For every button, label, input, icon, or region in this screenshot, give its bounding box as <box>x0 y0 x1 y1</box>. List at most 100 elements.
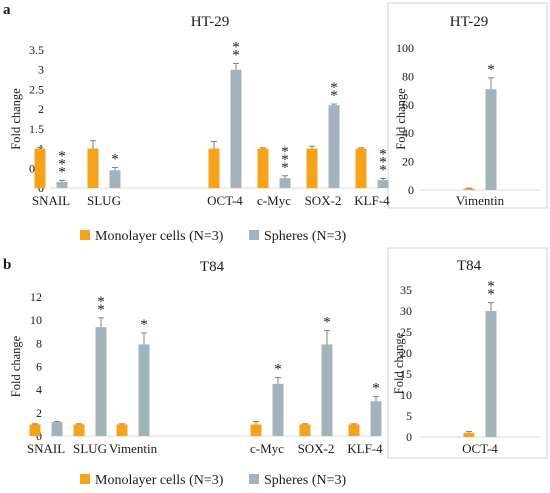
x-category-label: Vimentin <box>456 193 505 208</box>
significance-marker: *** <box>281 144 289 176</box>
bar-spheres <box>377 180 389 188</box>
x-category-label: SNAIL <box>27 441 65 456</box>
y-tick-label: 10 <box>400 388 412 402</box>
x-category-label: SNAIL <box>32 193 70 208</box>
bar-monolayer <box>306 148 318 188</box>
bar-spheres <box>109 170 121 188</box>
legend-a-monolayer-label: Monolayer cells (N=3) <box>95 229 224 244</box>
bar-monolayer <box>463 188 475 190</box>
panel-b-right-frame <box>387 247 548 459</box>
significance-marker: * <box>274 362 282 378</box>
bar-spheres <box>321 344 333 436</box>
bar-spheres <box>56 182 68 188</box>
x-category-label: SOX-2 <box>305 193 342 208</box>
x-category-label: Vimentin <box>109 441 158 456</box>
y-tick-label: 15 <box>400 367 412 381</box>
panel-label-b: b <box>3 257 11 273</box>
chart-b-right: T84 Fold change 0 5 10 15 20 25 30 35 ** OCT-4 <box>392 258 540 456</box>
significance-marker: * <box>372 381 380 397</box>
y-tick-label: 1.5 <box>29 122 44 136</box>
bar-spheres <box>485 89 497 190</box>
chart-a-right: HT-29 Fold change 0 20 40 60 80 100 * Vimentin <box>394 14 540 208</box>
y-tick-label: 0 <box>406 430 412 444</box>
y-tick-label: 100 <box>396 41 414 55</box>
significance-marker: ** <box>232 39 240 63</box>
y-tick-label: 20 <box>400 346 412 360</box>
x-category-label: OCT-4 <box>207 193 243 208</box>
panel-label-a: a <box>3 2 11 18</box>
panel-a-right-frame <box>387 2 548 209</box>
significance-marker: ** <box>97 294 105 318</box>
bar-spheres <box>370 401 382 436</box>
y-tick-label: 80 <box>402 69 414 83</box>
bar-monolayer <box>73 424 85 436</box>
y-tick-label: 2.5 <box>29 82 44 96</box>
bar-spheres <box>279 178 291 188</box>
bar-spheres <box>328 105 340 188</box>
y-tick-label: 20 <box>402 155 414 169</box>
y-tick-label: 35 <box>400 283 412 297</box>
chart-title: HT-29 <box>450 14 489 30</box>
y-tick-label: 25 <box>400 325 412 339</box>
y-tick-label: 30 <box>400 304 412 318</box>
x-category-label: KLF-4 <box>354 193 390 208</box>
legend-b: Monolayer cells (N=3) Spheres (N=3) <box>80 473 346 488</box>
x-category-label: SLUG <box>87 193 121 208</box>
x-category-label: SLUG <box>73 441 107 456</box>
bar-monolayer <box>29 424 41 436</box>
legend-b-spheres-swatch <box>249 474 259 484</box>
significance-marker: * <box>111 151 119 167</box>
x-category-label: SOX-2 <box>298 441 335 456</box>
chart-title: HT-29 <box>191 14 230 30</box>
y-tick-label: 0 <box>408 183 414 197</box>
y-tick-label: 6 <box>36 360 42 374</box>
significance-marker: *** <box>379 147 387 179</box>
legend-b-monolayer-label: Monolayer cells (N=3) <box>95 473 224 488</box>
bar-monolayer <box>87 148 99 188</box>
legend-a: Monolayer cells (N=3) Spheres (N=3) <box>80 229 346 244</box>
significance-marker: * <box>487 62 495 78</box>
bar-monolayer <box>208 148 220 188</box>
y-tick-label: 2 <box>38 102 44 116</box>
legend-a-monolayer-swatch <box>80 230 90 240</box>
bar-monolayer <box>250 424 262 436</box>
bar-monolayer <box>463 432 475 437</box>
bar-spheres <box>95 327 107 436</box>
y-tick-label: 10 <box>30 313 42 327</box>
y-tick-label: 2 <box>36 406 42 420</box>
significance-marker: ** <box>487 279 495 303</box>
y-tick-label: 12 <box>30 290 42 304</box>
bar-monolayer <box>34 148 46 188</box>
bar-monolayer <box>355 148 367 188</box>
x-category-label: c-Myc <box>257 193 291 208</box>
legend-b-spheres-label: Spheres (N=3) <box>264 473 346 488</box>
bar-spheres <box>230 69 242 188</box>
significance-marker: *** <box>58 149 66 181</box>
chart-title: T84 <box>200 259 225 275</box>
y-tick-label: 60 <box>402 98 414 112</box>
y-tick-label: 4 <box>36 383 42 397</box>
legend-a-spheres-swatch <box>249 230 259 240</box>
x-category-label: OCT-4 <box>462 441 498 456</box>
y-axis-label: Fold change <box>9 335 23 397</box>
bar-spheres <box>485 311 497 437</box>
bar-spheres <box>51 422 63 436</box>
y-tick-label: 40 <box>402 126 414 140</box>
significance-marker: * <box>323 315 331 331</box>
y-axis-label: Fold change <box>394 88 408 150</box>
x-category-label: KLF-4 <box>347 441 383 456</box>
x-category-label: c-Myc <box>250 441 284 456</box>
y-tick-label: 3 <box>38 63 44 77</box>
legend-b-monolayer-swatch <box>80 474 90 484</box>
legend-a-spheres-label: Spheres (N=3) <box>264 229 346 244</box>
y-tick-label: 8 <box>36 336 42 350</box>
chart-title: T84 <box>457 258 482 274</box>
bar-monolayer <box>299 424 311 436</box>
y-axis-label: Fold change <box>392 332 406 394</box>
y-tick-label: 3.5 <box>29 43 44 57</box>
bar-monolayer <box>348 424 360 436</box>
y-tick-label: 5 <box>406 409 412 423</box>
